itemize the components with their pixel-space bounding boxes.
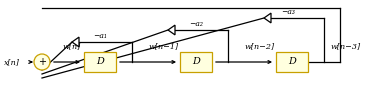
Text: w[n−3]: w[n−3]: [331, 42, 361, 50]
Polygon shape: [264, 13, 271, 23]
Bar: [276, 52, 308, 72]
Text: D: D: [192, 57, 200, 66]
Text: w[n−2]: w[n−2]: [245, 42, 275, 50]
Bar: [84, 52, 116, 72]
Text: −a₁: −a₁: [93, 32, 107, 40]
Text: D: D: [96, 57, 104, 66]
Circle shape: [34, 54, 50, 70]
Text: D: D: [288, 57, 296, 66]
Polygon shape: [72, 37, 79, 47]
Text: −a₃: −a₃: [281, 8, 295, 16]
Text: w[n−1]: w[n−1]: [149, 42, 179, 50]
Text: +: +: [38, 57, 46, 67]
Polygon shape: [168, 25, 175, 35]
Text: w[n]: w[n]: [63, 42, 81, 50]
Text: x[n]: x[n]: [4, 58, 20, 66]
Bar: [180, 52, 212, 72]
Text: −a₂: −a₂: [189, 20, 203, 28]
